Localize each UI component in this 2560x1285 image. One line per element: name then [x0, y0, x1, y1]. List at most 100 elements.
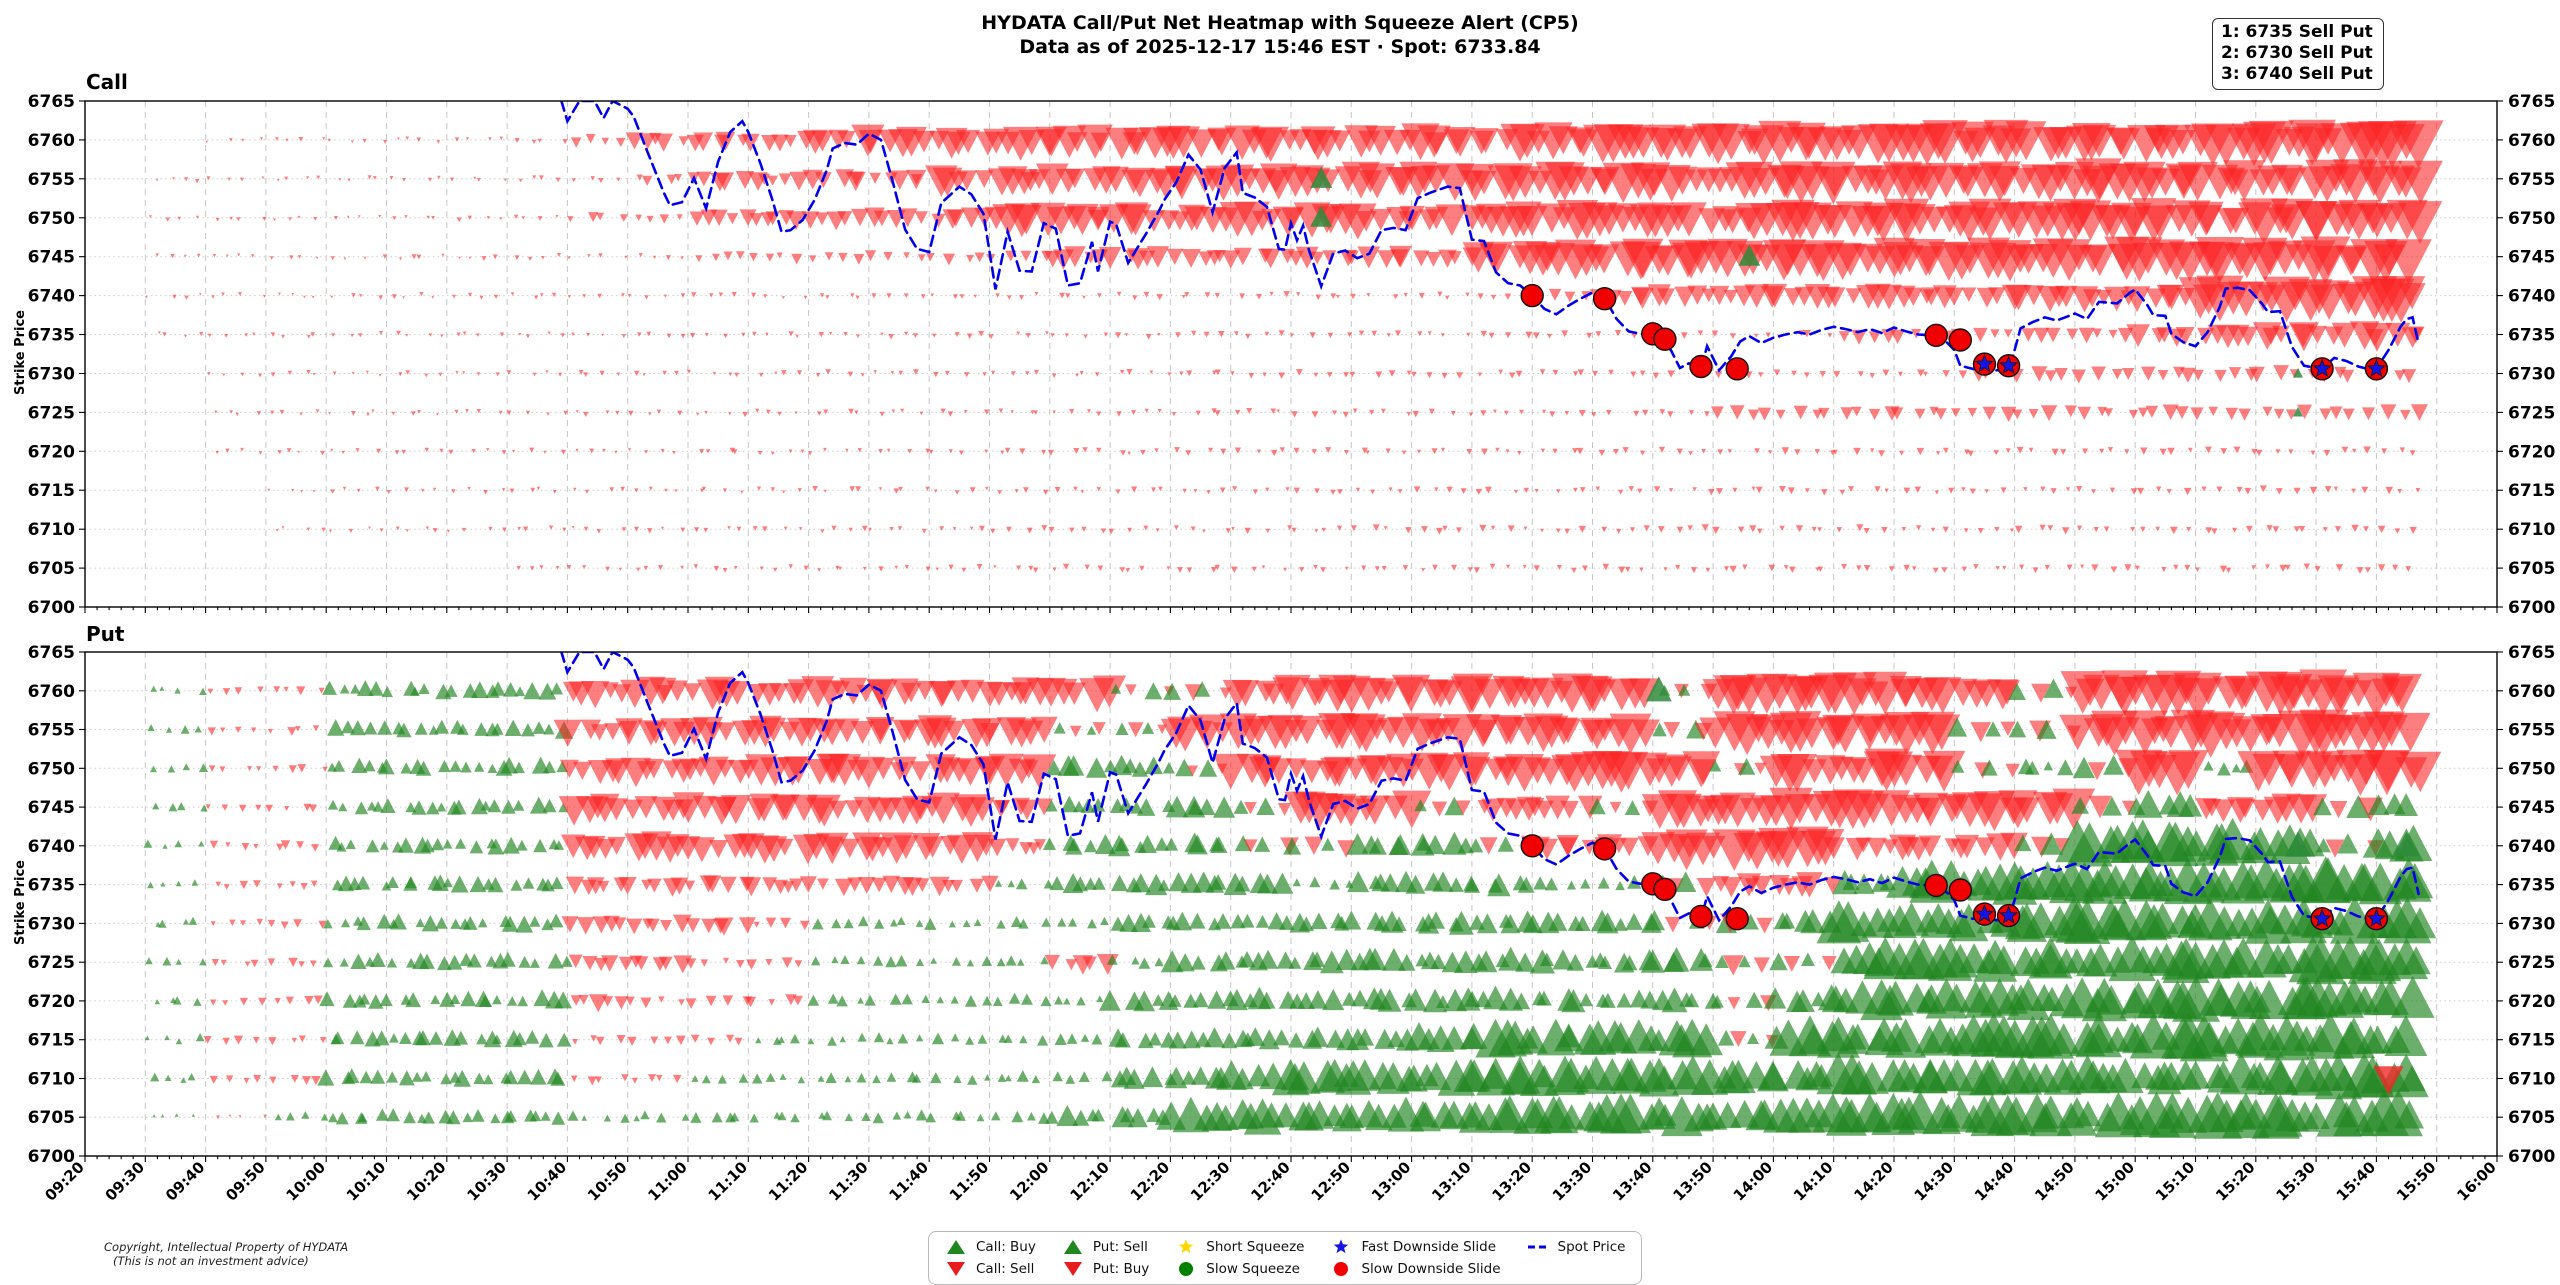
x-tick-label: 10:00: [283, 1158, 329, 1204]
y-tick-label: 6725: [28, 403, 75, 423]
legend-label: Slow Squeeze: [1206, 1261, 1300, 1277]
x-tick-label: 10:20: [403, 1158, 449, 1204]
y-tick-label: 6700: [2508, 1147, 2555, 1167]
legend-item: Slow Squeeze: [1175, 1261, 1304, 1277]
legend-item: Put: Sell: [1062, 1239, 1149, 1255]
y-tick-label: 6750: [2508, 209, 2555, 229]
annotation-line-3: 3: 6740 Sell Put: [2221, 64, 2373, 84]
y-tick-label: 6755: [2508, 170, 2555, 190]
legend-label: Slow Downside Slide: [1361, 1261, 1501, 1277]
fast-downside-slide-marker: [2312, 358, 2332, 378]
legend-label: Call: Sell: [976, 1261, 1035, 1277]
y-tick-label: 6740: [2508, 287, 2555, 307]
x-tick-label: 11:00: [644, 1158, 690, 1204]
copyright-note: Copyright, Intellectual Property of HYDA…: [104, 1240, 348, 1268]
green-circle-icon: [1179, 1262, 1194, 1276]
legend-item: Fast Downside Slide: [1330, 1239, 1500, 1255]
x-tick-label: 12:00: [1006, 1158, 1052, 1204]
legend-item: Call: Buy: [945, 1239, 1036, 1255]
slow-downside-slide-marker: [1653, 327, 1677, 351]
y-tick-label: 6725: [2508, 953, 2555, 973]
y-tick-label: 6730: [28, 914, 75, 934]
annotation-line-1: 1: 6735 Sell Put: [2221, 22, 2373, 42]
page-title: HYDATA Call/Put Net Heatmap with Squeeze…: [981, 12, 1579, 34]
legend-item: Call: Sell: [945, 1261, 1036, 1277]
legend-label: Short Squeeze: [1206, 1239, 1305, 1255]
blue-star-icon: [1334, 1239, 1349, 1254]
x-tick-label: 13:40: [1609, 1158, 1655, 1204]
x-tick-label: 15:30: [2272, 1158, 2318, 1204]
y-tick-label: 6710: [2508, 520, 2555, 540]
slow-downside-slide-marker: [1689, 354, 1713, 379]
y-tick-label: 6705: [28, 1108, 75, 1128]
y-tick-label: 6730: [2508, 914, 2555, 934]
legend-label: Call: Buy: [976, 1239, 1036, 1255]
x-tick-label: 12:40: [1247, 1158, 1293, 1204]
legend-item: Short Squeeze: [1175, 1239, 1304, 1255]
legend-item: Spot Price: [1527, 1239, 1625, 1255]
x-tick-label: 13:50: [1669, 1158, 1715, 1204]
y-tick-label: 6710: [28, 1070, 75, 1090]
page-subtitle: Data as of 2025-12-17 15:46 EST · Spot: …: [1019, 36, 1541, 58]
x-tick-label: 13:30: [1549, 1158, 1595, 1204]
slow-downside-slide-marker: [1725, 357, 1749, 381]
y-tick-label: 6715: [2508, 481, 2555, 501]
x-tick-label: 14:00: [1730, 1158, 1776, 1204]
y-tick-label: 6715: [28, 481, 75, 501]
x-tick-label: 10:50: [584, 1158, 630, 1204]
x-tick-label: 14:10: [1790, 1158, 1836, 1204]
slow-downside-slide-marker: [1520, 834, 1544, 858]
y-tick-label: 6760: [28, 682, 75, 702]
put-panel-title: Put: [86, 622, 125, 646]
red-down-triangle-icon: [947, 1262, 965, 1276]
y-tick-label: 6750: [28, 759, 75, 779]
x-tick-label: 10:10: [343, 1158, 389, 1204]
y-tick-label: 6765: [2508, 92, 2555, 112]
yellow-star-icon: [1179, 1239, 1194, 1254]
y-tick-label: 6735: [28, 876, 75, 896]
x-tick-label: 14:30: [1911, 1158, 1957, 1204]
call-panel-title: Call: [86, 70, 128, 94]
y-tick-label: 6740: [28, 287, 75, 307]
x-tick-label: 10:40: [524, 1158, 570, 1204]
x-tick-label: 14:50: [2031, 1158, 2077, 1204]
y-tick-label: 6700: [2508, 598, 2555, 618]
y-tick-label: 6725: [2508, 403, 2555, 423]
x-tick-label: 13:10: [1428, 1158, 1474, 1204]
y-tick-label: 6710: [2508, 1070, 2555, 1090]
y-tick-label: 6705: [28, 559, 75, 579]
y-tick-label: 6750: [2508, 759, 2555, 779]
x-tick-label: 16:00: [2453, 1158, 2499, 1204]
x-tick-label: 12:20: [1127, 1158, 1173, 1204]
slow-downside-slide-marker: [1592, 837, 1617, 861]
y-tick-label: 6765: [28, 643, 75, 663]
slow-downside-slide-marker: [1689, 904, 1713, 929]
red-circle-icon: [1334, 1262, 1349, 1276]
legend-item: Put: Buy: [1062, 1261, 1149, 1277]
y-tick-label: 6760: [2508, 131, 2555, 151]
y-tick-label: 6745: [2508, 798, 2555, 818]
y-tick-label: 6700: [28, 1147, 75, 1167]
x-tick-label: 10:30: [463, 1158, 509, 1204]
x-tick-label: 11:40: [886, 1158, 932, 1204]
red-down-triangle-icon: [1063, 1262, 1082, 1276]
x-tick-label: 14:20: [1850, 1158, 1896, 1204]
y-tick-label: 6705: [2508, 559, 2555, 579]
x-tick-label: 12:10: [1066, 1158, 1112, 1204]
fast-downside-slide-marker: [2366, 908, 2387, 927]
y-tick-label: 6735: [2508, 876, 2555, 896]
y-tick-label: 6730: [28, 365, 75, 385]
x-tick-label: 13:00: [1368, 1158, 1414, 1204]
slow-downside-slide-marker: [1592, 287, 1617, 311]
y-tick-label: 6740: [28, 837, 75, 857]
slow-downside-slide-marker: [1653, 877, 1677, 901]
legend-label: Fast Downside Slide: [1361, 1239, 1497, 1255]
spot-price-line: [560, 652, 2420, 923]
y-tick-label: 6740: [2508, 837, 2555, 857]
squeeze-alert-annotation-box: 1: 6735 Sell Put 2: 6730 Sell Put 3: 6740 …: [2212, 18, 2384, 90]
disclaimer-line: (This is not an investment advice): [113, 1254, 309, 1268]
fast-downside-slide-marker: [1974, 353, 1995, 373]
y-tick-label: 6765: [2508, 643, 2555, 663]
y-tick-label: 6760: [2508, 682, 2555, 702]
